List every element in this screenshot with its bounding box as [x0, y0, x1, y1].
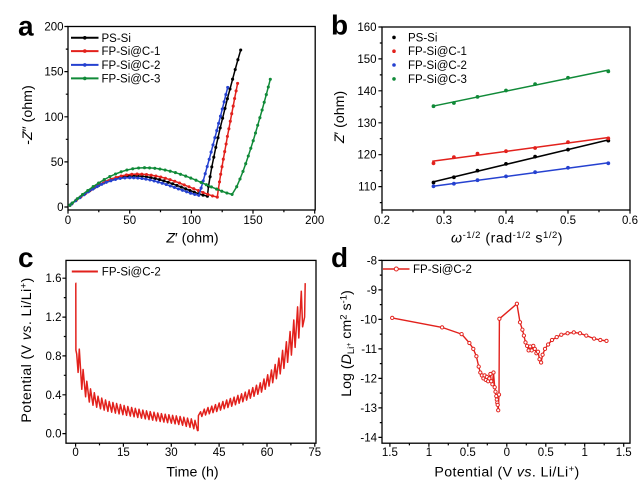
svg-text:50: 50: [123, 215, 136, 227]
svg-text:50: 50: [51, 157, 64, 169]
svg-text:0.4: 0.4: [498, 215, 515, 227]
svg-text:0.0: 0.0: [46, 429, 62, 441]
svg-text:150: 150: [44, 67, 63, 79]
svg-text:a: a: [18, 11, 34, 42]
svg-text:150: 150: [357, 54, 376, 66]
svg-text:-8: -8: [367, 255, 377, 267]
svg-text:200: 200: [305, 215, 324, 227]
svg-text:0: 0: [65, 215, 71, 227]
svg-text:0.3: 0.3: [436, 215, 452, 227]
svg-text:FP-Si@C-1: FP-Si@C-1: [102, 46, 161, 58]
svg-text:1.6: 1.6: [46, 273, 62, 285]
svg-text:45: 45: [213, 447, 226, 459]
svg-text:1.5: 1.5: [616, 447, 632, 459]
svg-text:110: 110: [358, 182, 376, 194]
svg-text:1.5: 1.5: [382, 447, 398, 459]
svg-text:0.8: 0.8: [46, 351, 62, 363]
svg-text:c: c: [18, 242, 34, 273]
svg-text:0.4: 0.4: [46, 390, 63, 402]
svg-text:-11: -11: [361, 344, 377, 356]
svg-text:0.6: 0.6: [622, 215, 638, 227]
svg-text:FP-Si@C-3: FP-Si@C-3: [102, 73, 161, 85]
svg-text:-10: -10: [360, 314, 377, 326]
svg-text:Potential (V vs. Li/Li+): Potential (V vs. Li/Li+): [434, 464, 579, 481]
svg-text:200: 200: [44, 22, 63, 34]
svg-text:Log (DLi+ cm2 s-1): Log (DLi+ cm2 s-1): [339, 290, 358, 396]
svg-text:160: 160: [357, 22, 376, 34]
svg-text:-13: -13: [360, 403, 377, 415]
svg-text:PS-Si: PS-Si: [408, 32, 437, 44]
svg-text:-12: -12: [360, 373, 377, 385]
svg-text:15: 15: [117, 447, 130, 459]
svg-text:75: 75: [308, 447, 321, 459]
svg-text:-14: -14: [360, 432, 377, 444]
svg-text:PS-Si: PS-Si: [102, 33, 131, 45]
svg-text:0: 0: [57, 202, 63, 214]
svg-text:-Z″ (ohm): -Z″ (ohm): [20, 85, 36, 144]
svg-text:120: 120: [357, 150, 376, 162]
svg-text:0: 0: [72, 447, 78, 459]
svg-text:FP-Si@C-2: FP-Si@C-2: [413, 264, 472, 276]
svg-text:Z′ (ohm): Z′ (ohm): [165, 231, 218, 247]
svg-text:FP-Si@C-2: FP-Si@C-2: [408, 60, 467, 72]
svg-text:Potential (V vs. Li/Li+): Potential (V vs. Li/Li+): [19, 277, 36, 422]
svg-text:130: 130: [357, 118, 376, 130]
svg-text:0.5: 0.5: [460, 447, 476, 459]
svg-text:0.5: 0.5: [538, 447, 554, 459]
svg-text:140: 140: [357, 86, 376, 98]
svg-text:1.2: 1.2: [46, 312, 62, 324]
svg-text:150: 150: [243, 215, 262, 227]
svg-text:0.5: 0.5: [560, 215, 576, 227]
svg-text:ω-1/2 (rad-1/2 s1/2): ω-1/2 (rad-1/2 s1/2): [451, 230, 563, 247]
svg-text:1: 1: [581, 447, 587, 459]
svg-text:0: 0: [504, 447, 510, 459]
svg-text:FP-Si@C-3: FP-Si@C-3: [408, 74, 467, 86]
svg-text:60: 60: [261, 447, 274, 459]
svg-text:1: 1: [426, 447, 432, 459]
svg-text:0.2: 0.2: [374, 215, 390, 227]
svg-text:30: 30: [165, 447, 178, 459]
svg-text:-9: -9: [367, 285, 377, 297]
svg-text:FP-Si@C-2: FP-Si@C-2: [102, 60, 161, 72]
svg-text:100: 100: [44, 112, 63, 124]
svg-text:FP-Si@C-1: FP-Si@C-1: [408, 46, 467, 58]
svg-text:d: d: [331, 242, 348, 273]
svg-text:b: b: [331, 10, 348, 41]
svg-text:FP-Si@C-2: FP-Si@C-2: [102, 267, 161, 279]
svg-text:100: 100: [182, 215, 201, 227]
svg-text:Time (h): Time (h): [166, 465, 218, 481]
svg-text:Z′ (ohm): Z′ (ohm): [332, 91, 348, 144]
